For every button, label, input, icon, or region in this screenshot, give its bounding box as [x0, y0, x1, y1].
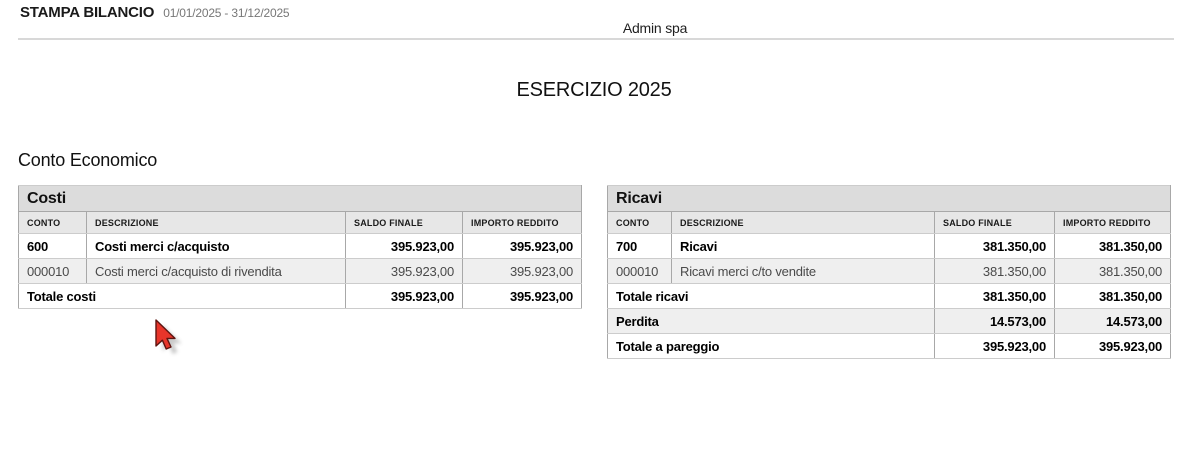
cell-saldo: 395.923,00: [345, 258, 463, 284]
costi-column-headers: CONTO DESCRIZIONE SALDO FINALE IMPORTO R…: [18, 211, 583, 234]
mouse-cursor-icon: [155, 319, 182, 354]
total-importo: 395.923,00: [1053, 333, 1172, 359]
cell-importo: 381.350,00: [1053, 258, 1172, 284]
costi-table-header: Costi: [17, 185, 583, 212]
ricavi-total-row: Totale ricavi 381.350,00 381.350,00: [607, 283, 1172, 309]
total-saldo: 395.923,00: [934, 333, 1055, 359]
header-divider: [18, 38, 1174, 40]
col-importo-reddito: IMPORTO REDDITO: [461, 211, 583, 234]
cell-conto: 700: [607, 233, 672, 259]
pareggio-row: Totale a pareggio 395.923,00 395.923,00: [607, 333, 1172, 359]
cell-importo: 395.923,00: [461, 233, 583, 259]
col-saldo-finale: SALDO FINALE: [934, 211, 1055, 234]
cell-descrizione: Ricavi merci c/to vendite: [671, 258, 935, 284]
total-label: Perdita: [607, 308, 935, 334]
total-importo: 14.573,00: [1053, 308, 1172, 334]
report-title: STAMPA BILANCIO 01/01/2025 - 31/12/2025: [20, 4, 290, 21]
cell-conto: 000010: [18, 258, 87, 284]
col-descrizione: DESCRIZIONE: [671, 211, 935, 234]
report-period: 01/01/2025 - 31/12/2025: [163, 6, 290, 20]
ricavi-column-headers: CONTO DESCRIZIONE SALDO FINALE IMPORTO R…: [607, 211, 1172, 234]
table-row: 700 Ricavi 381.350,00 381.350,00: [607, 233, 1172, 259]
total-label: Totale a pareggio: [607, 333, 935, 359]
ricavi-table-header: Ricavi: [606, 185, 1172, 212]
cell-descrizione: Ricavi: [671, 233, 935, 259]
table-row: 000010 Ricavi merci c/to vendite 381.350…: [607, 258, 1172, 284]
ricavi-title: Ricavi: [606, 185, 1172, 212]
costi-table: Costi CONTO DESCRIZIONE SALDO FINALE IMP…: [17, 185, 583, 309]
cell-saldo: 381.350,00: [934, 258, 1055, 284]
total-label: Totale costi: [18, 283, 346, 309]
ricavi-table: Ricavi CONTO DESCRIZIONE SALDO FINALE IM…: [606, 185, 1172, 359]
perdita-row: Perdita 14.573,00 14.573,00: [607, 308, 1172, 334]
cell-conto: 000010: [607, 258, 672, 284]
cell-saldo: 381.350,00: [934, 233, 1055, 259]
col-conto: CONTO: [607, 211, 672, 234]
costi-title: Costi: [17, 185, 583, 212]
total-label: Totale ricavi: [607, 283, 935, 309]
table-row: 000010 Costi merci c/acquisto di rivendi…: [18, 258, 583, 284]
cell-importo: 395.923,00: [461, 258, 583, 284]
cell-descrizione: Costi merci c/acquisto: [86, 233, 346, 259]
cell-importo: 381.350,00: [1053, 233, 1172, 259]
col-descrizione: DESCRIZIONE: [86, 211, 346, 234]
col-saldo-finale: SALDO FINALE: [345, 211, 463, 234]
cell-saldo: 395.923,00: [345, 233, 463, 259]
total-saldo: 381.350,00: [934, 283, 1055, 309]
col-importo-reddito: IMPORTO REDDITO: [1053, 211, 1172, 234]
total-importo: 395.923,00: [461, 283, 583, 309]
report-title-text: STAMPA BILANCIO: [20, 4, 155, 21]
costi-total-row: Totale costi 395.923,00 395.923,00: [18, 283, 583, 309]
section-title: Conto Economico: [18, 150, 158, 170]
total-saldo: 14.573,00: [934, 308, 1055, 334]
table-row: 600 Costi merci c/acquisto 395.923,00 39…: [18, 233, 583, 259]
cell-descrizione: Costi merci c/acquisto di rivendita: [86, 258, 346, 284]
exercise-title: ESERCIZIO 2025: [516, 79, 672, 101]
cell-conto: 600: [18, 233, 87, 259]
company-name: Admin spa: [622, 20, 688, 36]
col-conto: CONTO: [18, 211, 87, 234]
total-importo: 381.350,00: [1053, 283, 1172, 309]
total-saldo: 395.923,00: [345, 283, 463, 309]
